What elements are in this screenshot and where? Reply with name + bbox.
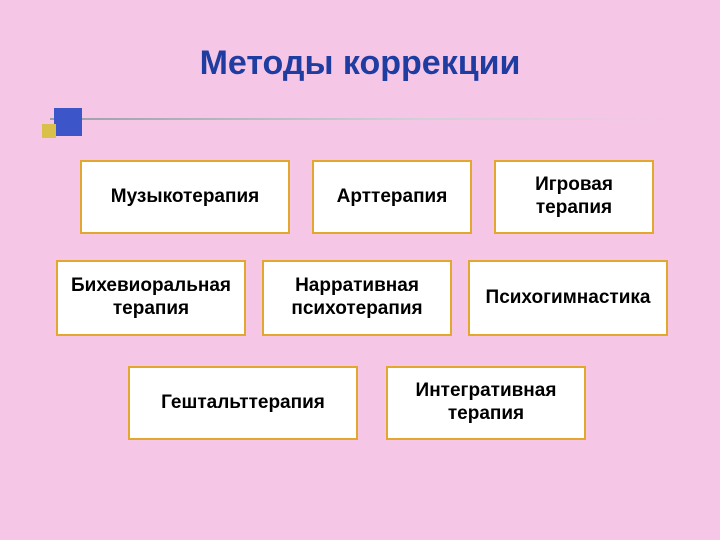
divider-line — [50, 118, 670, 120]
slide-title: Методы коррекции — [0, 44, 720, 83]
method-box-1: Арттерапия — [312, 160, 472, 234]
method-box-6: Гештальттерапия — [128, 366, 358, 440]
method-box-5: Психогимнастика — [468, 260, 668, 336]
method-box-3: Бихевиоральная терапия — [56, 260, 246, 336]
method-box-7: Интегративная терапия — [386, 366, 586, 440]
slide: Методы коррекции Музыкотерапия Арттерапи… — [0, 0, 720, 540]
deco-square-large — [54, 108, 82, 136]
corner-squares-icon — [42, 106, 98, 138]
deco-square-small — [42, 124, 56, 138]
method-box-0: Музыкотерапия — [80, 160, 290, 234]
method-box-2: Игровая терапия — [494, 160, 654, 234]
method-box-4: Нарративная психотерапия — [262, 260, 452, 336]
